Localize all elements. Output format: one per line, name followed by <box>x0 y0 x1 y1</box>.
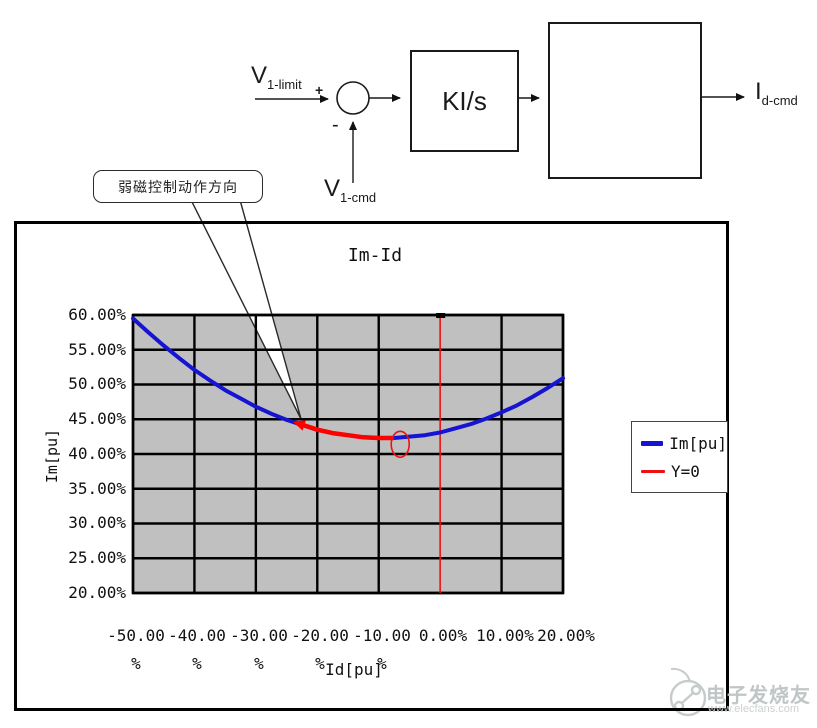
x-tick-wrap: % <box>315 654 325 673</box>
x-tick-wrap: % <box>254 654 264 673</box>
x-tick: -50.00 <box>107 626 165 645</box>
x-tick: -10.00 <box>353 626 411 645</box>
y-tick: 55.00% <box>68 340 126 359</box>
watermark-brand: 电子发烧友 <box>706 685 811 707</box>
integrator-label: KI/s <box>442 85 487 116</box>
x-tick: 0.00% <box>418 626 468 645</box>
chart-graphics <box>131 313 565 595</box>
x-tick-wrap: % <box>131 654 141 673</box>
x-tick: -30.00 <box>230 626 288 645</box>
callout-field-weakening-direction: 弱磁控制动作方向 <box>93 170 263 203</box>
integrator-block: KI/s <box>410 50 519 152</box>
y-tick: 50.00% <box>68 374 126 393</box>
id-cmd-sub: d-cmd <box>761 93 798 108</box>
x-tick: -40.00 <box>168 626 226 645</box>
x-axis-title: Id[pu] <box>325 660 383 679</box>
legend-swatch-im <box>641 440 664 446</box>
limiter-block <box>548 22 702 179</box>
x-tick-wrap: % <box>377 654 387 673</box>
id-cmd-base: I <box>755 78 762 105</box>
y-tick: 60.00% <box>68 305 126 324</box>
y-tick: 45.00% <box>68 409 126 428</box>
chart-legend: Im[pu] Y=0 <box>631 421 728 493</box>
x-tick-wrap: % <box>192 654 202 673</box>
y-tick: 30.00% <box>68 513 126 532</box>
signal-label-v1-cmd: V1-cmd <box>324 175 376 205</box>
elecfans-logo-icon <box>669 667 707 717</box>
legend-label-im: Im[pu] <box>669 433 727 453</box>
summing-junction <box>336 81 370 115</box>
signal-label-v1-limit: V1-limit <box>251 62 302 92</box>
y-tick: 20.00% <box>68 583 126 602</box>
watermark-url: www.elecfans.com <box>708 703 800 715</box>
y-tick: 40.00% <box>68 444 126 463</box>
legend-entry-im: Im[pu] <box>641 434 727 453</box>
v1-cmd-base: V <box>324 175 341 202</box>
chart-title: Im-Id <box>347 245 403 266</box>
v1-limit-base: V <box>251 62 268 89</box>
legend-swatch-y0 <box>641 469 665 473</box>
sum-plus-sign: + <box>315 82 324 98</box>
legend-entry-y0: Y=0 <box>641 462 727 481</box>
y-tick: 25.00% <box>68 548 126 567</box>
v1-limit-sub: 1-limit <box>267 77 302 92</box>
sum-minus-sign: - <box>332 114 339 136</box>
legend-label-y0: Y=0 <box>671 461 700 481</box>
y-axis-title: Im[pu] <box>43 428 61 484</box>
v1-cmd-sub: 1-cmd <box>340 190 377 205</box>
x-tick: 10.00% <box>476 626 534 645</box>
signal-label-id-cmd: Id-cmd <box>755 78 798 108</box>
y-tick: 35.00% <box>68 479 126 498</box>
x-tick: 20.00% <box>537 626 595 645</box>
x-tick: -20.00 <box>291 626 349 645</box>
